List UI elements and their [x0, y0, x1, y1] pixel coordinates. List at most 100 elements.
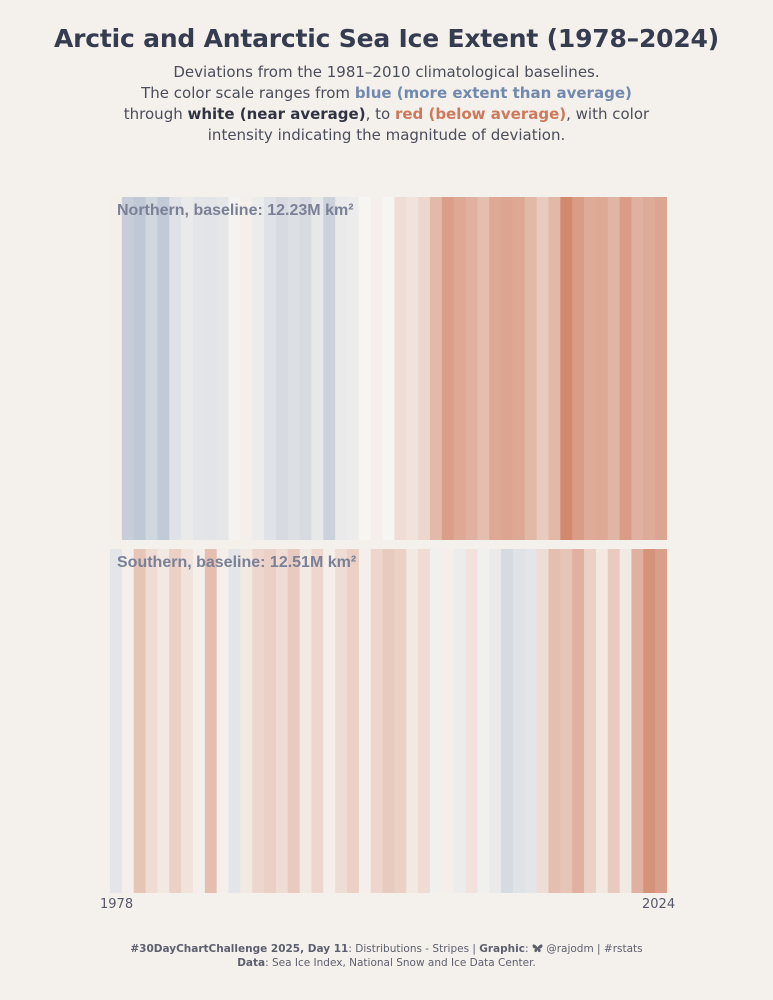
subtitle-line-1: Deviations from the 1981–2010 climatolog…	[173, 63, 600, 81]
caption-graphic-rest: :	[524, 943, 532, 955]
southern-stripe-2005	[429, 549, 443, 893]
southern-stripe-2008	[465, 549, 478, 893]
subtitle-line-3-pre: through	[123, 105, 188, 123]
southern-stripe-1990	[252, 549, 265, 893]
northern-stripe-1994	[299, 197, 313, 540]
northern-stripe-1993	[287, 197, 301, 540]
northern-panel-label: Northern, baseline: 12.23M km²	[117, 202, 354, 219]
chart-title: Arctic and Antarctic Sea Ice Extent (197…	[54, 24, 719, 53]
caption-data-label: Data	[237, 957, 266, 969]
northern-stripe-2005	[429, 197, 443, 540]
southern-stripe-2017	[572, 549, 585, 893]
butterfly-icon	[532, 944, 543, 953]
x-axis-start-label: 1978	[100, 897, 134, 912]
southern-panel-label: Southern, baseline: 12.51M km²	[117, 554, 357, 571]
southern-stripe-2011	[501, 549, 514, 893]
southern-stripe-2014	[536, 549, 550, 893]
northern-stripe-2015	[548, 197, 561, 540]
northern-stripe-2010	[489, 197, 502, 540]
southern-stripe-2006	[441, 549, 455, 893]
caption-data-rest: : Sea Ice Index, National Snow and Ice D…	[265, 957, 536, 969]
caption-challenge-rest: : Distributions - Stripes |	[348, 943, 480, 955]
northern-stripe-2024	[655, 197, 667, 540]
northern-stripe-1983	[169, 197, 182, 540]
northern-stripe-2006	[441, 197, 455, 540]
southern-stripe-2013	[524, 549, 538, 893]
southern-stripes-chart	[110, 549, 667, 893]
southern-stripe-2001	[382, 549, 396, 893]
northern-stripe-1992	[275, 197, 289, 540]
southern-stripe-2020	[607, 549, 621, 893]
northern-stripe-2016	[560, 197, 573, 540]
x-axis-end-label: 2024	[642, 897, 676, 912]
caption-handle: @rajodm | #rstats	[546, 943, 643, 955]
southern-stripe-1989	[240, 549, 253, 893]
northern-stripe-2021	[619, 197, 633, 540]
northern-stripe-2002	[394, 197, 407, 540]
subtitle-line-4: intensity indicating the magnitude of de…	[207, 126, 566, 144]
northern-stripe-2009	[477, 197, 490, 540]
southern-stripe-2018	[584, 549, 597, 893]
chart-subtitle: Deviations from the 1981–2010 climatolog…	[0, 62, 773, 146]
southern-stripe-1981	[145, 549, 158, 893]
northern-stripe-2014	[536, 197, 550, 540]
northern-stripe-2011	[501, 197, 514, 540]
northern-stripe-1987	[216, 197, 230, 540]
southern-stripe-1979	[121, 549, 135, 893]
southern-stripe-1986	[204, 549, 218, 893]
southern-stripe-2015	[548, 549, 561, 893]
subtitle-blue-text: blue (more extent than average)	[354, 84, 632, 102]
northern-stripe-1998	[347, 197, 360, 540]
southern-stripe-1998	[347, 549, 360, 893]
southern-stripe-1993	[287, 549, 301, 893]
southern-stripe-1987	[216, 549, 230, 893]
northern-stripe-2004	[418, 197, 431, 540]
northern-stripe-2020	[607, 197, 621, 540]
southern-stripe-1996	[323, 549, 336, 893]
northern-stripe-1989	[240, 197, 253, 540]
southern-stripe-1999	[358, 549, 372, 893]
caption-line-2: Data: Sea Ice Index, National Snow and I…	[0, 956, 773, 970]
southern-stripe-2004	[418, 549, 431, 893]
northern-stripe-1986	[204, 197, 218, 540]
northern-stripe-2013	[524, 197, 538, 540]
northern-stripe-1978	[110, 197, 123, 540]
northern-stripe-1999	[358, 197, 372, 540]
northern-stripe-1988	[228, 197, 241, 540]
northern-stripes-chart	[110, 197, 667, 540]
caption: #30DayChartChallenge 2025, Day 11: Distr…	[0, 942, 773, 970]
northern-stripe-2018	[584, 197, 597, 540]
subtitle-white-text: white (near average)	[187, 105, 366, 123]
northern-stripe-1985	[192, 197, 206, 540]
northern-stripe-1991	[264, 197, 277, 540]
southern-stripe-1984	[181, 549, 194, 893]
northern-stripe-2001	[382, 197, 396, 540]
northern-stripe-2000	[370, 197, 384, 540]
northern-stripe-1990	[252, 197, 265, 540]
subtitle-line-3-post: , with color	[566, 105, 650, 123]
southern-stripe-1988	[228, 549, 241, 893]
southern-stripe-1994	[299, 549, 313, 893]
northern-stripe-1979	[121, 197, 135, 540]
subtitle-red-text: red (below average)	[394, 105, 567, 123]
northern-stripe-1981	[145, 197, 158, 540]
northern-stripe-2019	[595, 197, 609, 540]
northern-stripe-1997	[335, 197, 348, 540]
northern-stripe-1995	[311, 197, 324, 540]
northern-stripe-1984	[181, 197, 194, 540]
subtitle-line-2-text: The color scale ranges from	[141, 84, 355, 102]
southern-stripe-1991	[264, 549, 277, 893]
northern-stripe-2007	[453, 197, 467, 540]
southern-stripe-2023	[643, 549, 656, 893]
southern-stripe-2022	[631, 549, 644, 893]
southern-stripe-2002	[394, 549, 407, 893]
southern-stripe-2000	[370, 549, 384, 893]
subtitle-line-3-mid: , to	[365, 105, 395, 123]
southern-stripe-1997	[335, 549, 348, 893]
southern-stripe-1983	[169, 549, 182, 893]
northern-stripes-panel: Northern, baseline: 12.23M km²	[110, 197, 667, 540]
northern-stripe-2023	[643, 197, 656, 540]
southern-stripe-1985	[192, 549, 206, 893]
southern-stripe-2021	[619, 549, 633, 893]
northern-stripe-1996	[323, 197, 336, 540]
